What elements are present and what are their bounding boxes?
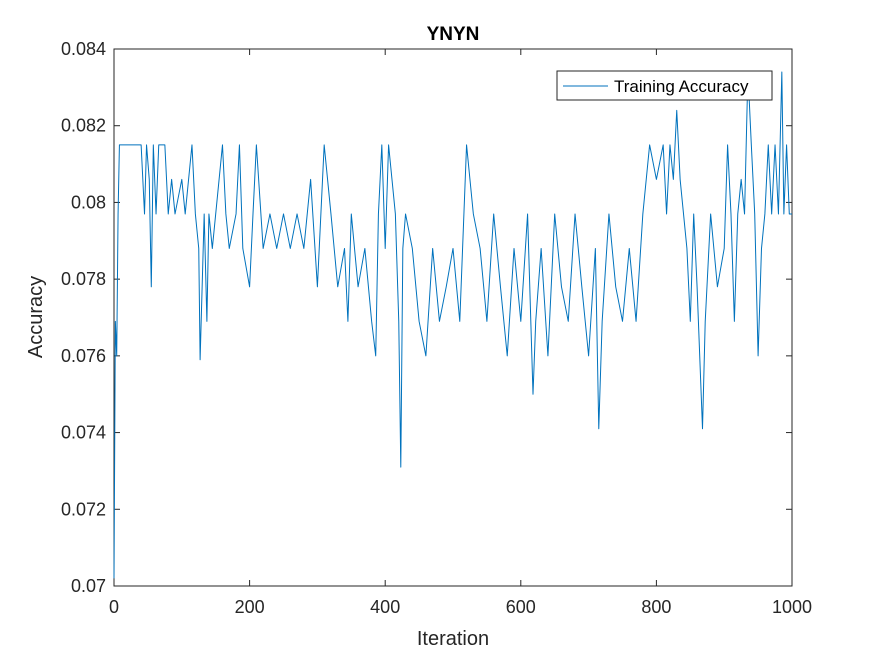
- x-tick-label: 800: [641, 597, 671, 617]
- chart-title: YNYN: [427, 24, 480, 45]
- y-tick-label: 0.076: [61, 346, 106, 366]
- x-tick-label: 200: [235, 597, 265, 617]
- plot-area: [113, 48, 793, 587]
- x-tick-label: 0: [109, 597, 119, 617]
- y-tick-label: 0.078: [61, 269, 106, 289]
- ticks: 0 200 400 600 800 1000 0.07 0.072 0.074 0.076 0.07…: [61, 39, 812, 617]
- legend: Training Accuracy: [556, 70, 773, 101]
- y-tick-label: 0.082: [61, 116, 106, 136]
- x-tick-label: 1000: [772, 597, 812, 617]
- y-tick-label: 0.074: [61, 423, 106, 443]
- x-axis-label: Iteration: [417, 628, 489, 650]
- y-tick-label: 0.084: [61, 39, 106, 59]
- y-tick-label: 0.072: [61, 499, 106, 519]
- series-lines: [113, 71, 792, 579]
- y-axis-label: Accuracy: [25, 276, 47, 358]
- legend-label: Training Accuracy: [614, 77, 749, 96]
- x-tick-label: 400: [370, 597, 400, 617]
- y-tick-label: 0.08: [71, 192, 106, 212]
- series-line-training-accuracy: [113, 71, 792, 579]
- y-tick-label: 0.07: [71, 576, 106, 596]
- x-tick-label: 600: [506, 597, 536, 617]
